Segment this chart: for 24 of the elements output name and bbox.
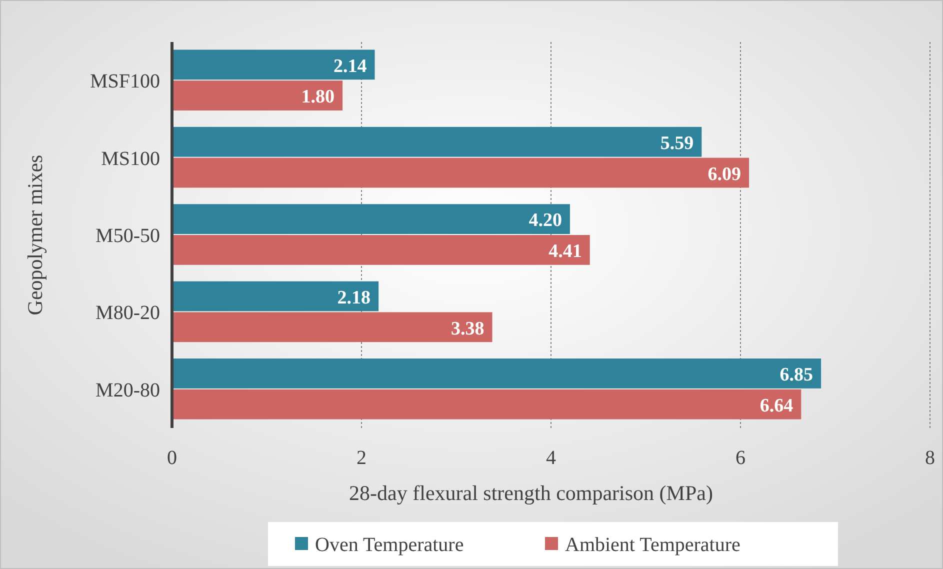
y-axis-title: Geopolymer mixes [23,154,47,316]
text: 1.80 [301,86,335,108]
legend-label: Ambient Temperature [565,534,741,556]
text: 6.64 [760,395,794,416]
x-tick-label: 0 [167,447,177,469]
text: 4.20 [528,210,562,232]
y-tick-label: M50-50 [96,225,160,247]
y-tick-label: M20-80 [96,379,160,402]
text: 6.09 [708,164,742,185]
y-tick-label: MSF100 [90,70,160,93]
x-tick-label: 4 [546,447,556,469]
y-tick-label: M80-20 [96,302,160,324]
text: 3.38 [451,318,484,340]
y-tick-label: MS100 [101,148,160,170]
text: 5.59 [660,133,694,154]
x-tick-label: 8 [925,447,935,469]
text: 2.18 [337,287,371,308]
x-axis-title: 28-day flexural strength comparison (MPa) [349,481,713,505]
text: 4.41 [548,241,582,262]
x-tick-label: 6 [736,447,746,469]
text: 2.14 [334,56,367,77]
x-tick-label: 2 [356,447,366,469]
text: 6.85 [780,364,814,386]
legend-label: Oven Temperature [315,534,464,556]
